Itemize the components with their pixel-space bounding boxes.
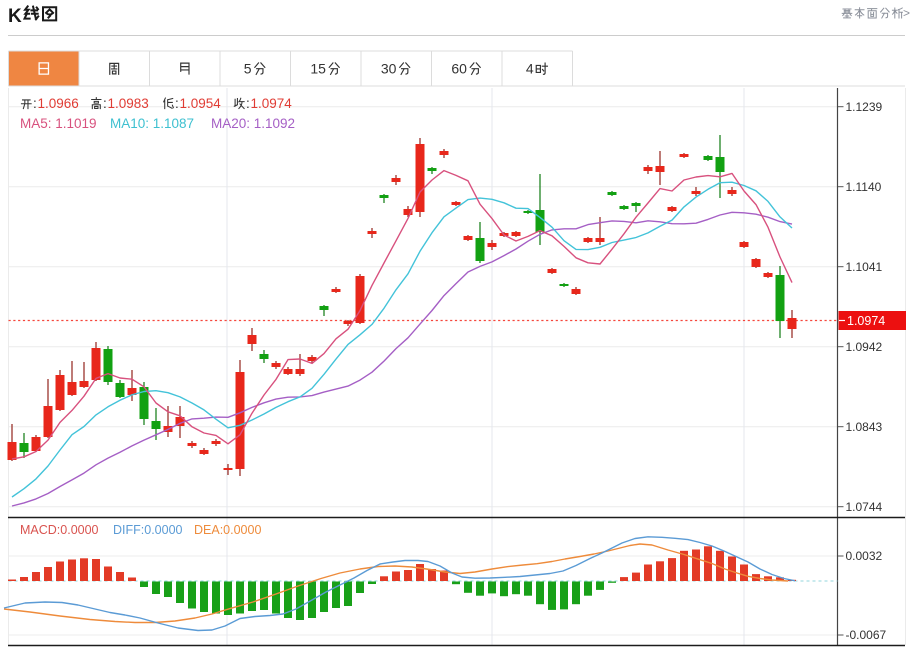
svg-text:1.0983: 1.0983 bbox=[108, 96, 149, 111]
svg-text:MA10: 1.1087: MA10: 1.1087 bbox=[110, 116, 194, 131]
svg-text:1.1041: 1.1041 bbox=[846, 260, 883, 274]
svg-text:0.0032: 0.0032 bbox=[846, 549, 883, 563]
svg-text:K: K bbox=[8, 6, 22, 27]
svg-text:1.1140: 1.1140 bbox=[846, 180, 882, 194]
svg-text:60: 60 bbox=[451, 61, 467, 77]
svg-text:-0.0067: -0.0067 bbox=[846, 628, 887, 642]
svg-text::: : bbox=[33, 96, 37, 111]
svg-text:1.0974: 1.0974 bbox=[251, 96, 293, 111]
svg-text:MA20: 1.1092: MA20: 1.1092 bbox=[211, 116, 295, 131]
svg-text:DEA:0.0000: DEA:0.0000 bbox=[194, 523, 261, 537]
svg-text:1.0966: 1.0966 bbox=[38, 96, 79, 111]
svg-text:DIFF:0.0000: DIFF:0.0000 bbox=[113, 523, 183, 537]
svg-text::: : bbox=[246, 96, 250, 111]
svg-text:>: > bbox=[903, 6, 910, 20]
svg-text:1.0942: 1.0942 bbox=[846, 340, 883, 354]
svg-text:15: 15 bbox=[310, 61, 326, 77]
svg-text:1.1239: 1.1239 bbox=[846, 100, 883, 114]
svg-text:MA5: 1.1019: MA5: 1.1019 bbox=[20, 116, 97, 131]
svg-text:1.0744: 1.0744 bbox=[846, 500, 883, 514]
svg-text:4: 4 bbox=[526, 61, 534, 77]
svg-text:1.0843: 1.0843 bbox=[846, 420, 883, 434]
svg-text::: : bbox=[103, 96, 107, 111]
svg-text:5: 5 bbox=[244, 61, 252, 77]
svg-text:1.0954: 1.0954 bbox=[180, 96, 222, 111]
svg-text:1.0974: 1.0974 bbox=[847, 314, 885, 328]
svg-text:30: 30 bbox=[381, 61, 397, 77]
svg-text::: : bbox=[175, 96, 179, 111]
svg-text:MACD:0.0000: MACD:0.0000 bbox=[20, 523, 99, 537]
